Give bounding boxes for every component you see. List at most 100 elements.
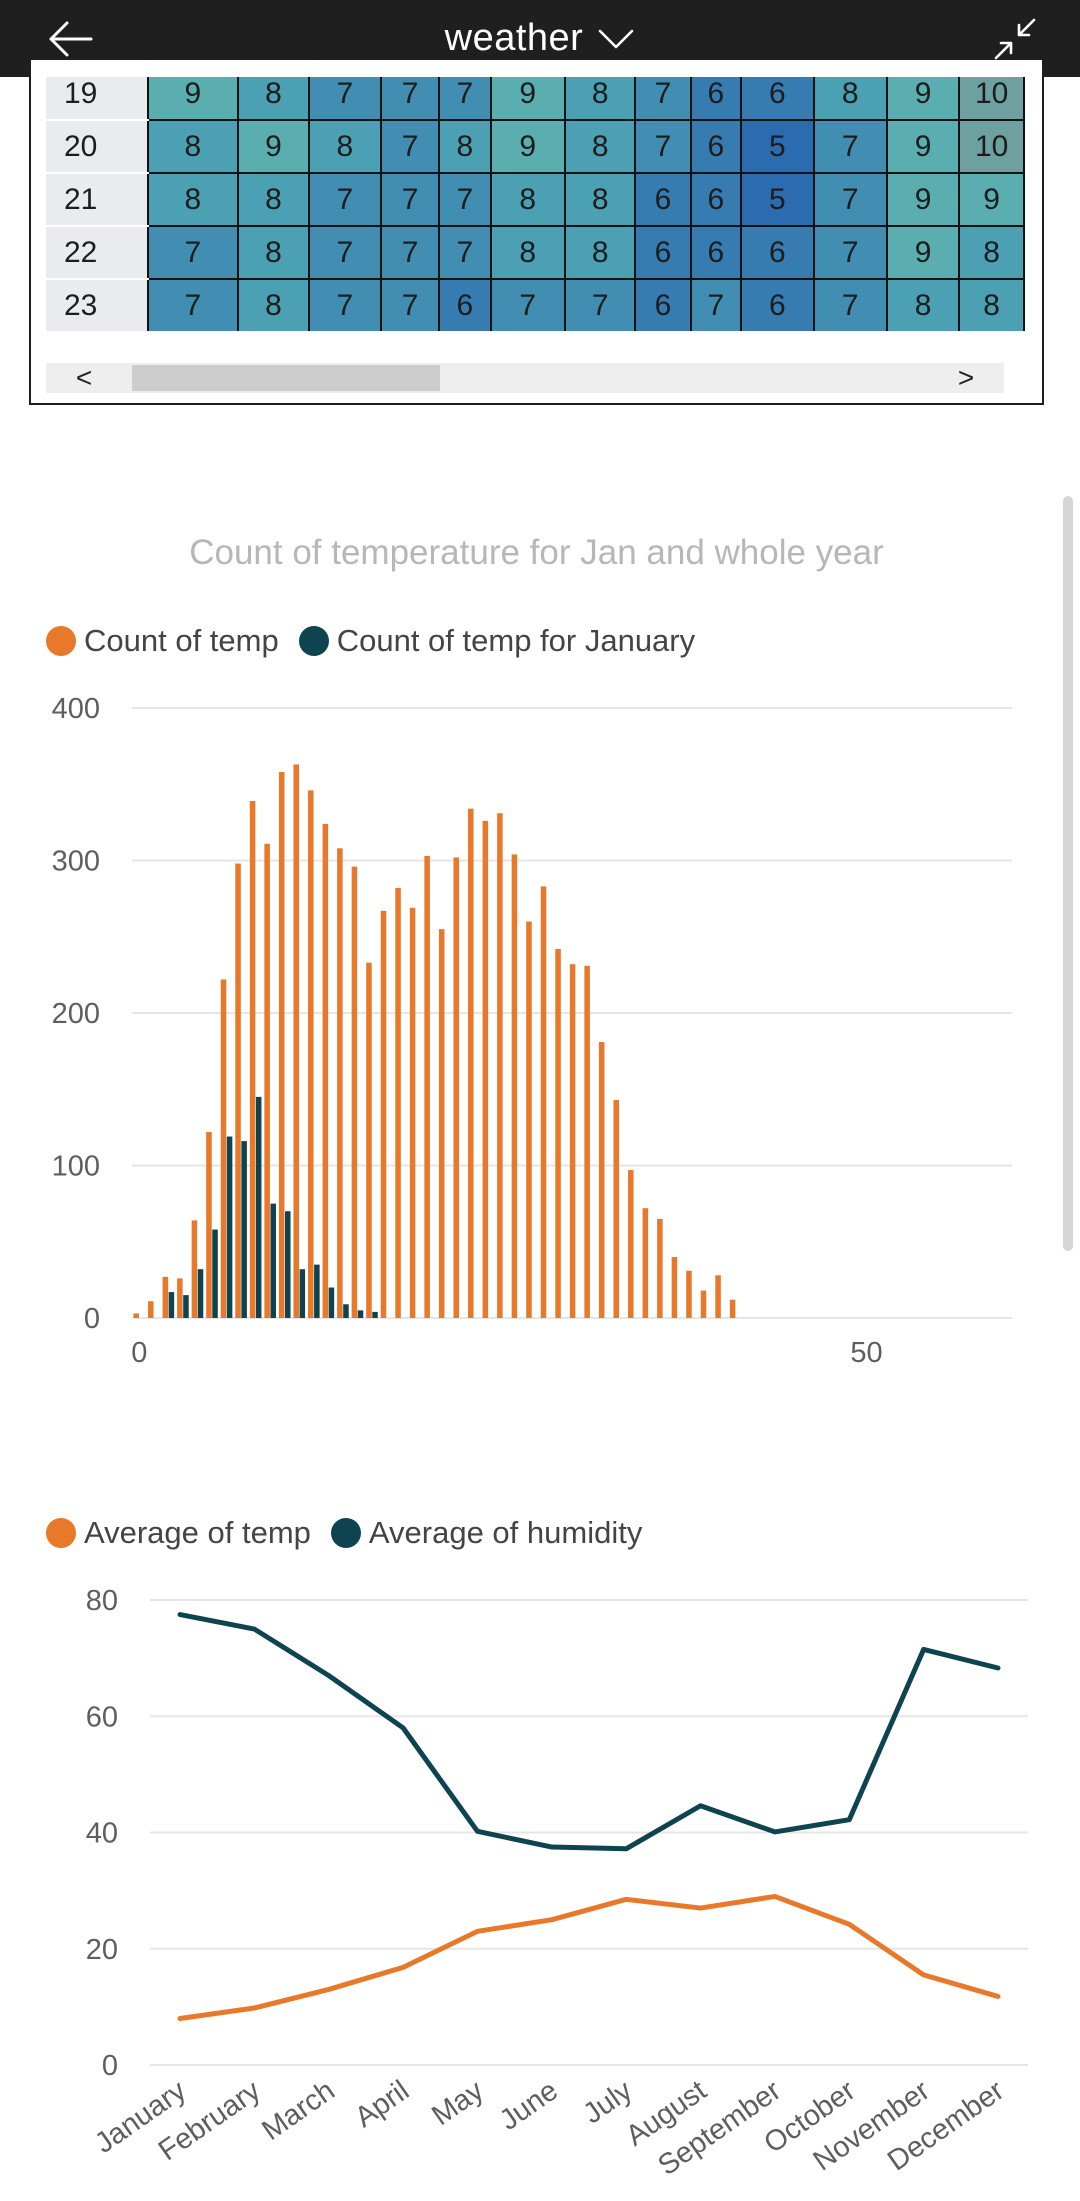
matrix-row-header: 22 — [46, 225, 149, 280]
matrix-cell[interactable]: 9 — [489, 119, 566, 174]
matrix-cell[interactable]: 7 — [307, 278, 383, 331]
matrix-cell[interactable]: 7 — [812, 225, 888, 280]
legend-item-average-of-humidity[interactable]: Average of humidity — [330, 1515, 642, 1551]
matrix-cell[interactable]: 6 — [689, 77, 743, 121]
x-axis-tick-label: 0 — [131, 1337, 147, 1369]
bar-count-of-temp — [540, 886, 547, 1318]
bar-count-of-temp — [584, 965, 590, 1318]
matrix-cell[interactable]: 6 — [634, 225, 692, 280]
matrix-cell[interactable]: 6 — [689, 119, 743, 174]
matrix-cell[interactable]: 7 — [380, 77, 441, 121]
matrix-cell[interactable]: 8 — [489, 225, 566, 280]
matrix-cell[interactable]: 7 — [438, 77, 492, 121]
matrix-cell[interactable]: 8 — [563, 119, 637, 174]
matrix-cell[interactable]: 9 — [885, 172, 961, 227]
matrix-cell[interactable]: 7 — [380, 172, 441, 227]
matrix-cell[interactable]: 7 — [812, 172, 888, 227]
matrix-cell[interactable]: 7 — [307, 77, 383, 121]
matrix-cell[interactable]: 8 — [563, 172, 637, 227]
horizontal-scrollbar[interactable]: < > — [46, 363, 1004, 393]
exit-focus-mode-button[interactable] — [980, 10, 1050, 68]
matrix-cell[interactable]: 8 — [489, 172, 566, 227]
matrix-cell[interactable]: 8 — [237, 225, 310, 280]
matrix-cell[interactable]: 7 — [634, 119, 692, 174]
matrix-cell[interactable]: 10 — [958, 119, 1025, 174]
scrollbar-thumb[interactable] — [132, 365, 440, 391]
matrix-cell[interactable]: 7 — [438, 225, 492, 280]
matrix-cell[interactable]: 7 — [689, 278, 743, 331]
matrix-row-header: 20 — [46, 119, 149, 174]
matrix-cell[interactable]: 9 — [237, 119, 310, 174]
matrix-cell[interactable]: 9 — [146, 77, 240, 121]
back-button[interactable] — [30, 10, 110, 68]
bar-count-of-temp — [177, 1278, 183, 1318]
matrix-cell[interactable]: 7 — [380, 119, 441, 174]
matrix-cell[interactable]: 6 — [740, 278, 815, 331]
matrix-cell[interactable]: 8 — [812, 77, 888, 121]
matrix-cell[interactable]: 6 — [740, 225, 815, 280]
matrix-cell[interactable]: 7 — [489, 278, 566, 331]
matrix-cell[interactable]: 6 — [689, 172, 743, 227]
matrix-cell[interactable]: 8 — [237, 172, 310, 227]
page-vertical-scrollbar[interactable] — [1063, 496, 1073, 1251]
scroll-right-button[interactable]: > — [957, 362, 975, 393]
matrix-cell[interactable]: 9 — [885, 225, 961, 280]
bar-count-of-temp — [395, 887, 401, 1318]
bar-count-of-temp-january — [197, 1269, 204, 1318]
matrix-cell[interactable]: 5 — [740, 172, 815, 227]
matrix-cell[interactable]: 7 — [307, 172, 383, 227]
bar-count-of-temp-january — [168, 1292, 175, 1318]
matrix-cell[interactable]: 8 — [958, 278, 1025, 331]
legend-item-average-of-temp[interactable]: Average of temp — [46, 1515, 311, 1551]
matrix-cell[interactable]: 5 — [740, 119, 815, 174]
matrix-cell[interactable]: 8 — [563, 225, 637, 280]
bar-count-of-temp — [642, 1208, 649, 1318]
matrix-cell[interactable]: 8 — [307, 119, 383, 174]
matrix-cell[interactable]: 10 — [958, 77, 1025, 121]
report-title-dropdown[interactable]: weather — [445, 17, 636, 60]
matrix-grid-viewport[interactable]: 19 9 8 7 7 7 9 8 7 6 6 8 9 10 20 8 9 8 7 8 9 8 7 6 5 7 9 10 21 8 8 7 7 7 8… — [46, 77, 1025, 331]
matrix-cell[interactable]: 9 — [885, 77, 961, 121]
matrix-cell[interactable]: 6 — [634, 172, 692, 227]
bar-count-of-temp — [351, 866, 358, 1318]
matrix-cell[interactable]: 9 — [885, 119, 961, 174]
bar-count-of-temp-january — [241, 1141, 247, 1318]
matrix-cell[interactable]: 7 — [380, 225, 441, 280]
matrix-cell[interactable]: 7 — [812, 119, 888, 174]
x-axis-tick-label: May — [426, 2074, 490, 2132]
matrix-cell[interactable]: 7 — [307, 225, 383, 280]
legend-item-count-of-temp-january[interactable]: Count of temp for January — [298, 623, 695, 659]
matrix-cell[interactable]: 8 — [146, 119, 240, 174]
report-title: weather — [444, 17, 584, 59]
bar-count-of-temp — [133, 1313, 139, 1318]
series-line-average-of-temp — [177, 1893, 1001, 2021]
matrix-cell[interactable]: 8 — [438, 119, 492, 174]
bar-count-of-temp — [453, 857, 459, 1318]
legend-dot — [46, 1518, 76, 1548]
matrix-row-header: 23 — [46, 278, 149, 331]
matrix-cell[interactable]: 8 — [958, 225, 1025, 280]
matrix-cell[interactable]: 9 — [958, 172, 1025, 227]
matrix-cell[interactable]: 7 — [812, 278, 888, 331]
scroll-left-button[interactable]: < — [75, 362, 93, 393]
matrix-cell[interactable]: 6 — [740, 77, 815, 121]
matrix-cell[interactable]: 6 — [634, 278, 692, 331]
matrix-cell[interactable]: 8 — [237, 278, 310, 331]
matrix-cell[interactable]: 7 — [146, 225, 240, 280]
matrix-cell[interactable]: 8 — [237, 77, 310, 121]
matrix-cell[interactable]: 6 — [689, 225, 743, 280]
y-axis-tick-label: 0 — [102, 2050, 118, 2082]
matrix-cell[interactable]: 7 — [380, 278, 441, 331]
matrix-cell[interactable]: 7 — [146, 278, 240, 331]
matrix-cell[interactable]: 9 — [489, 77, 566, 121]
matrix-cell[interactable]: 7 — [634, 77, 692, 121]
legend-item-count-of-temp[interactable]: Count of temp — [46, 623, 279, 659]
matrix-cell[interactable]: 8 — [146, 172, 240, 227]
matrix-cell[interactable]: 6 — [438, 278, 492, 331]
matrix-cell[interactable]: 8 — [563, 77, 637, 121]
bar-count-of-temp — [235, 863, 241, 1318]
bar-count-of-temp — [729, 1299, 736, 1318]
matrix-cell[interactable]: 8 — [885, 278, 961, 331]
matrix-cell[interactable]: 7 — [438, 172, 492, 227]
matrix-cell[interactable]: 7 — [563, 278, 637, 331]
